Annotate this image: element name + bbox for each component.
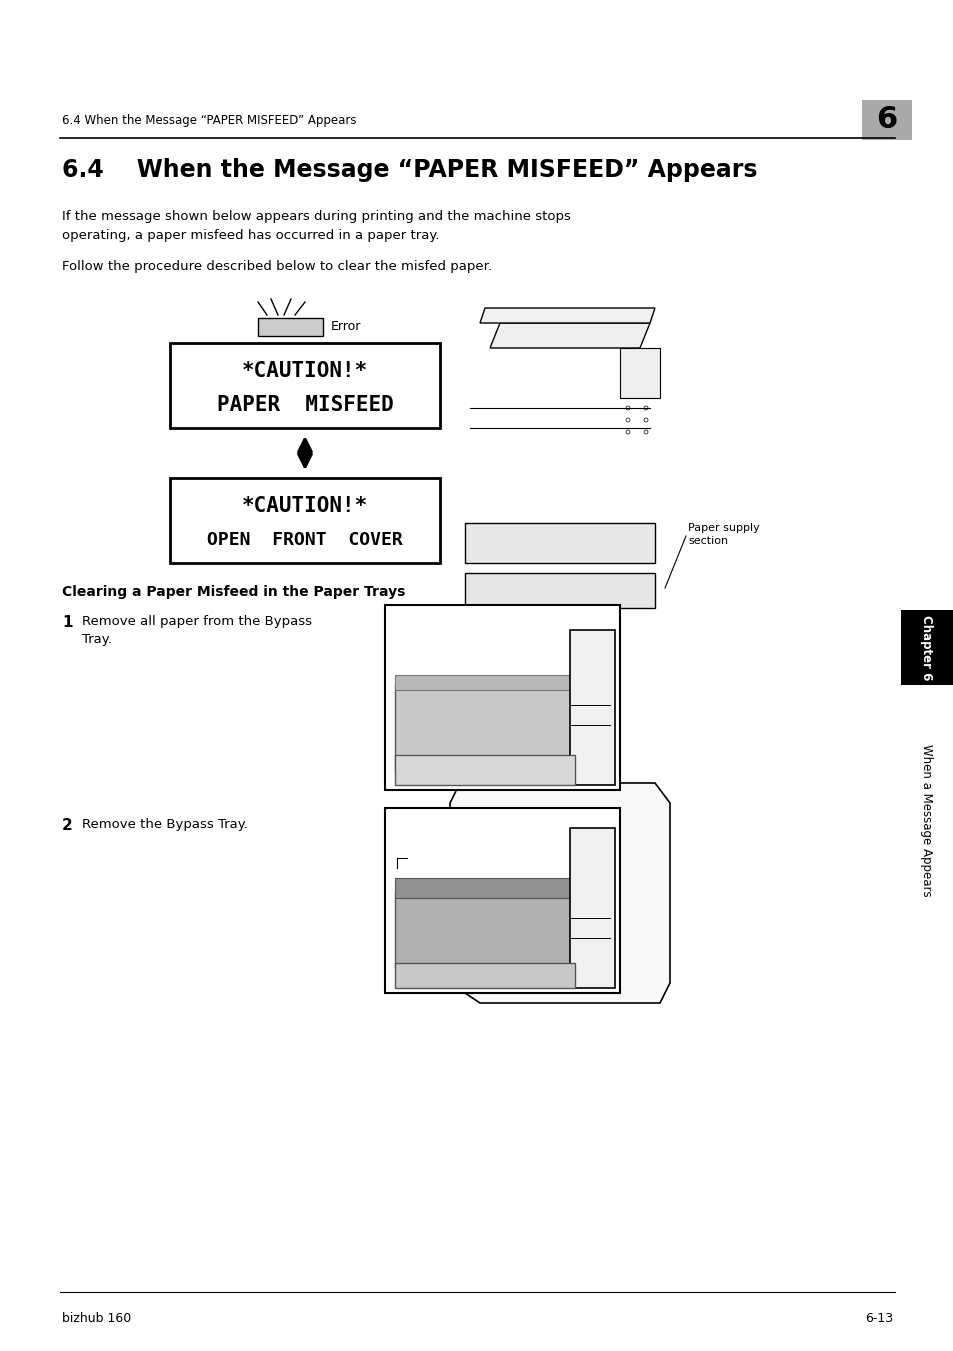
Text: 6: 6 [876,105,897,135]
Text: Remove the Bypass Tray.: Remove the Bypass Tray. [82,817,248,831]
Polygon shape [490,323,649,349]
Text: Error: Error [331,320,361,334]
Polygon shape [479,308,655,323]
Text: Follow the procedure described below to clear the misfed paper.: Follow the procedure described below to … [62,259,492,273]
Text: 6.4    When the Message “PAPER MISFEED” Appears: 6.4 When the Message “PAPER MISFEED” App… [62,158,757,182]
Text: bizhub 160: bizhub 160 [62,1312,132,1325]
Bar [395,755,575,785]
Text: OPEN  FRONT  COVER: OPEN FRONT COVER [207,531,402,549]
Text: 1: 1 [62,615,72,630]
Bar [257,317,323,336]
Polygon shape [450,784,669,1002]
Bar [170,343,439,428]
Bar [464,573,655,608]
Text: *CAUTION!*: *CAUTION!* [242,361,368,381]
Polygon shape [395,685,575,770]
Bar [395,963,575,988]
Bar [385,605,619,790]
Text: *CAUTION!*: *CAUTION!* [242,496,368,516]
Bar [395,676,575,690]
Bar [900,611,953,685]
Text: 6-13: 6-13 [864,1312,892,1325]
Bar [170,478,439,563]
Text: If the message shown below appears during printing and the machine stops
operati: If the message shown below appears durin… [62,209,570,242]
Bar [862,100,911,141]
Text: Paper supply
section: Paper supply section [687,523,759,546]
Bar [900,694,953,944]
Bar [569,630,615,785]
Text: When a Message Appears: When a Message Appears [920,743,933,896]
Bar [569,828,615,988]
Text: 2: 2 [62,817,72,834]
Bar [385,808,619,993]
Text: PAPER  MISFEED: PAPER MISFEED [216,394,393,415]
Bar [464,523,655,563]
Bar [619,349,659,399]
Text: Remove all paper from the Bypass
Tray.: Remove all paper from the Bypass Tray. [82,615,312,646]
Text: Chapter 6: Chapter 6 [920,615,933,680]
Polygon shape [395,893,575,969]
Bar [395,878,575,898]
Text: Clearing a Paper Misfeed in the Paper Trays: Clearing a Paper Misfeed in the Paper Tr… [62,585,405,598]
Text: 6.4 When the Message “PAPER MISFEED” Appears: 6.4 When the Message “PAPER MISFEED” App… [62,113,356,127]
